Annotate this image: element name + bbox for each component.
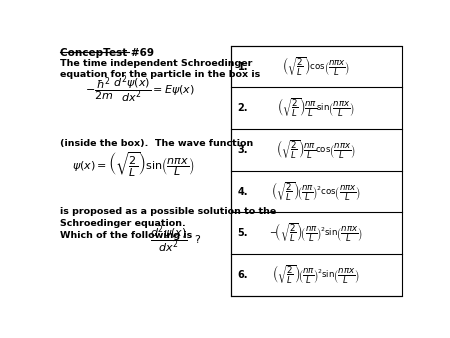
Text: $\left(\sqrt{\dfrac{2}{L}}\right)\cos\!\left(\dfrac{n\pi x}{L}\right)$: $\left(\sqrt{\dfrac{2}{L}}\right)\cos\!\… (282, 55, 350, 78)
Text: $\left(\sqrt{\dfrac{2}{L}}\right)\!\left(\dfrac{n\pi}{L}\right)^{\!2}\cos\!\left: $\left(\sqrt{\dfrac{2}{L}}\right)\!\left… (271, 180, 361, 203)
Text: $\left(\sqrt{\dfrac{2}{L}}\right)\!\left(\dfrac{n\pi}{L}\right)^{\!2}\sin\!\left: $\left(\sqrt{\dfrac{2}{L}}\right)\!\left… (272, 264, 360, 286)
Text: $-\!\left(\sqrt{\dfrac{2}{L}}\right)\!\left(\dfrac{n\pi}{L}\right)^{\!2}\sin\!\l: $-\!\left(\sqrt{\dfrac{2}{L}}\right)\!\l… (269, 222, 363, 244)
Text: $-\dfrac{\hbar^2}{2m}\dfrac{d^2\psi(x)}{dx^2} = E\psi(x)$: $-\dfrac{\hbar^2}{2m}\dfrac{d^2\psi(x)}{… (85, 73, 195, 105)
Text: Schroedinger equation.: Schroedinger equation. (60, 219, 185, 228)
Text: ConcepTest #69: ConcepTest #69 (60, 48, 154, 58)
Text: The time independent Schroedinger: The time independent Schroedinger (60, 59, 252, 68)
Text: $\left(\sqrt{\dfrac{2}{L}}\right)\dfrac{n\pi}{L}\sin\!\left(\dfrac{n\pi x}{L}\ri: $\left(\sqrt{\dfrac{2}{L}}\right)\dfrac{… (277, 97, 355, 120)
Text: 6.: 6. (238, 270, 248, 280)
Text: is proposed as a possible solution to the: is proposed as a possible solution to th… (60, 207, 276, 216)
Text: (inside the box).  The wave function: (inside the box). The wave function (60, 140, 253, 148)
FancyBboxPatch shape (230, 46, 401, 296)
Text: $\dfrac{d^2\psi(x)}{dx^2}$  ?: $\dfrac{d^2\psi(x)}{dx^2}$ ? (150, 223, 202, 255)
Text: $\left(\sqrt{\dfrac{2}{L}}\right)\dfrac{n\pi}{L}\cos\!\left(\dfrac{n\pi x}{L}\ri: $\left(\sqrt{\dfrac{2}{L}}\right)\dfrac{… (276, 139, 356, 161)
Text: 2.: 2. (238, 103, 248, 113)
Text: 5.: 5. (238, 228, 248, 238)
Text: 3.: 3. (238, 145, 248, 155)
Text: 4.: 4. (238, 187, 248, 196)
Text: Which of the following is: Which of the following is (60, 231, 192, 240)
Text: 1.: 1. (238, 62, 248, 72)
Text: equation for the particle in the box is: equation for the particle in the box is (60, 71, 260, 79)
Text: $\psi(x) = \left(\sqrt{\dfrac{2}{L}}\right)\sin\!\left(\dfrac{n\pi x}{L}\right)$: $\psi(x) = \left(\sqrt{\dfrac{2}{L}}\rig… (72, 150, 194, 178)
